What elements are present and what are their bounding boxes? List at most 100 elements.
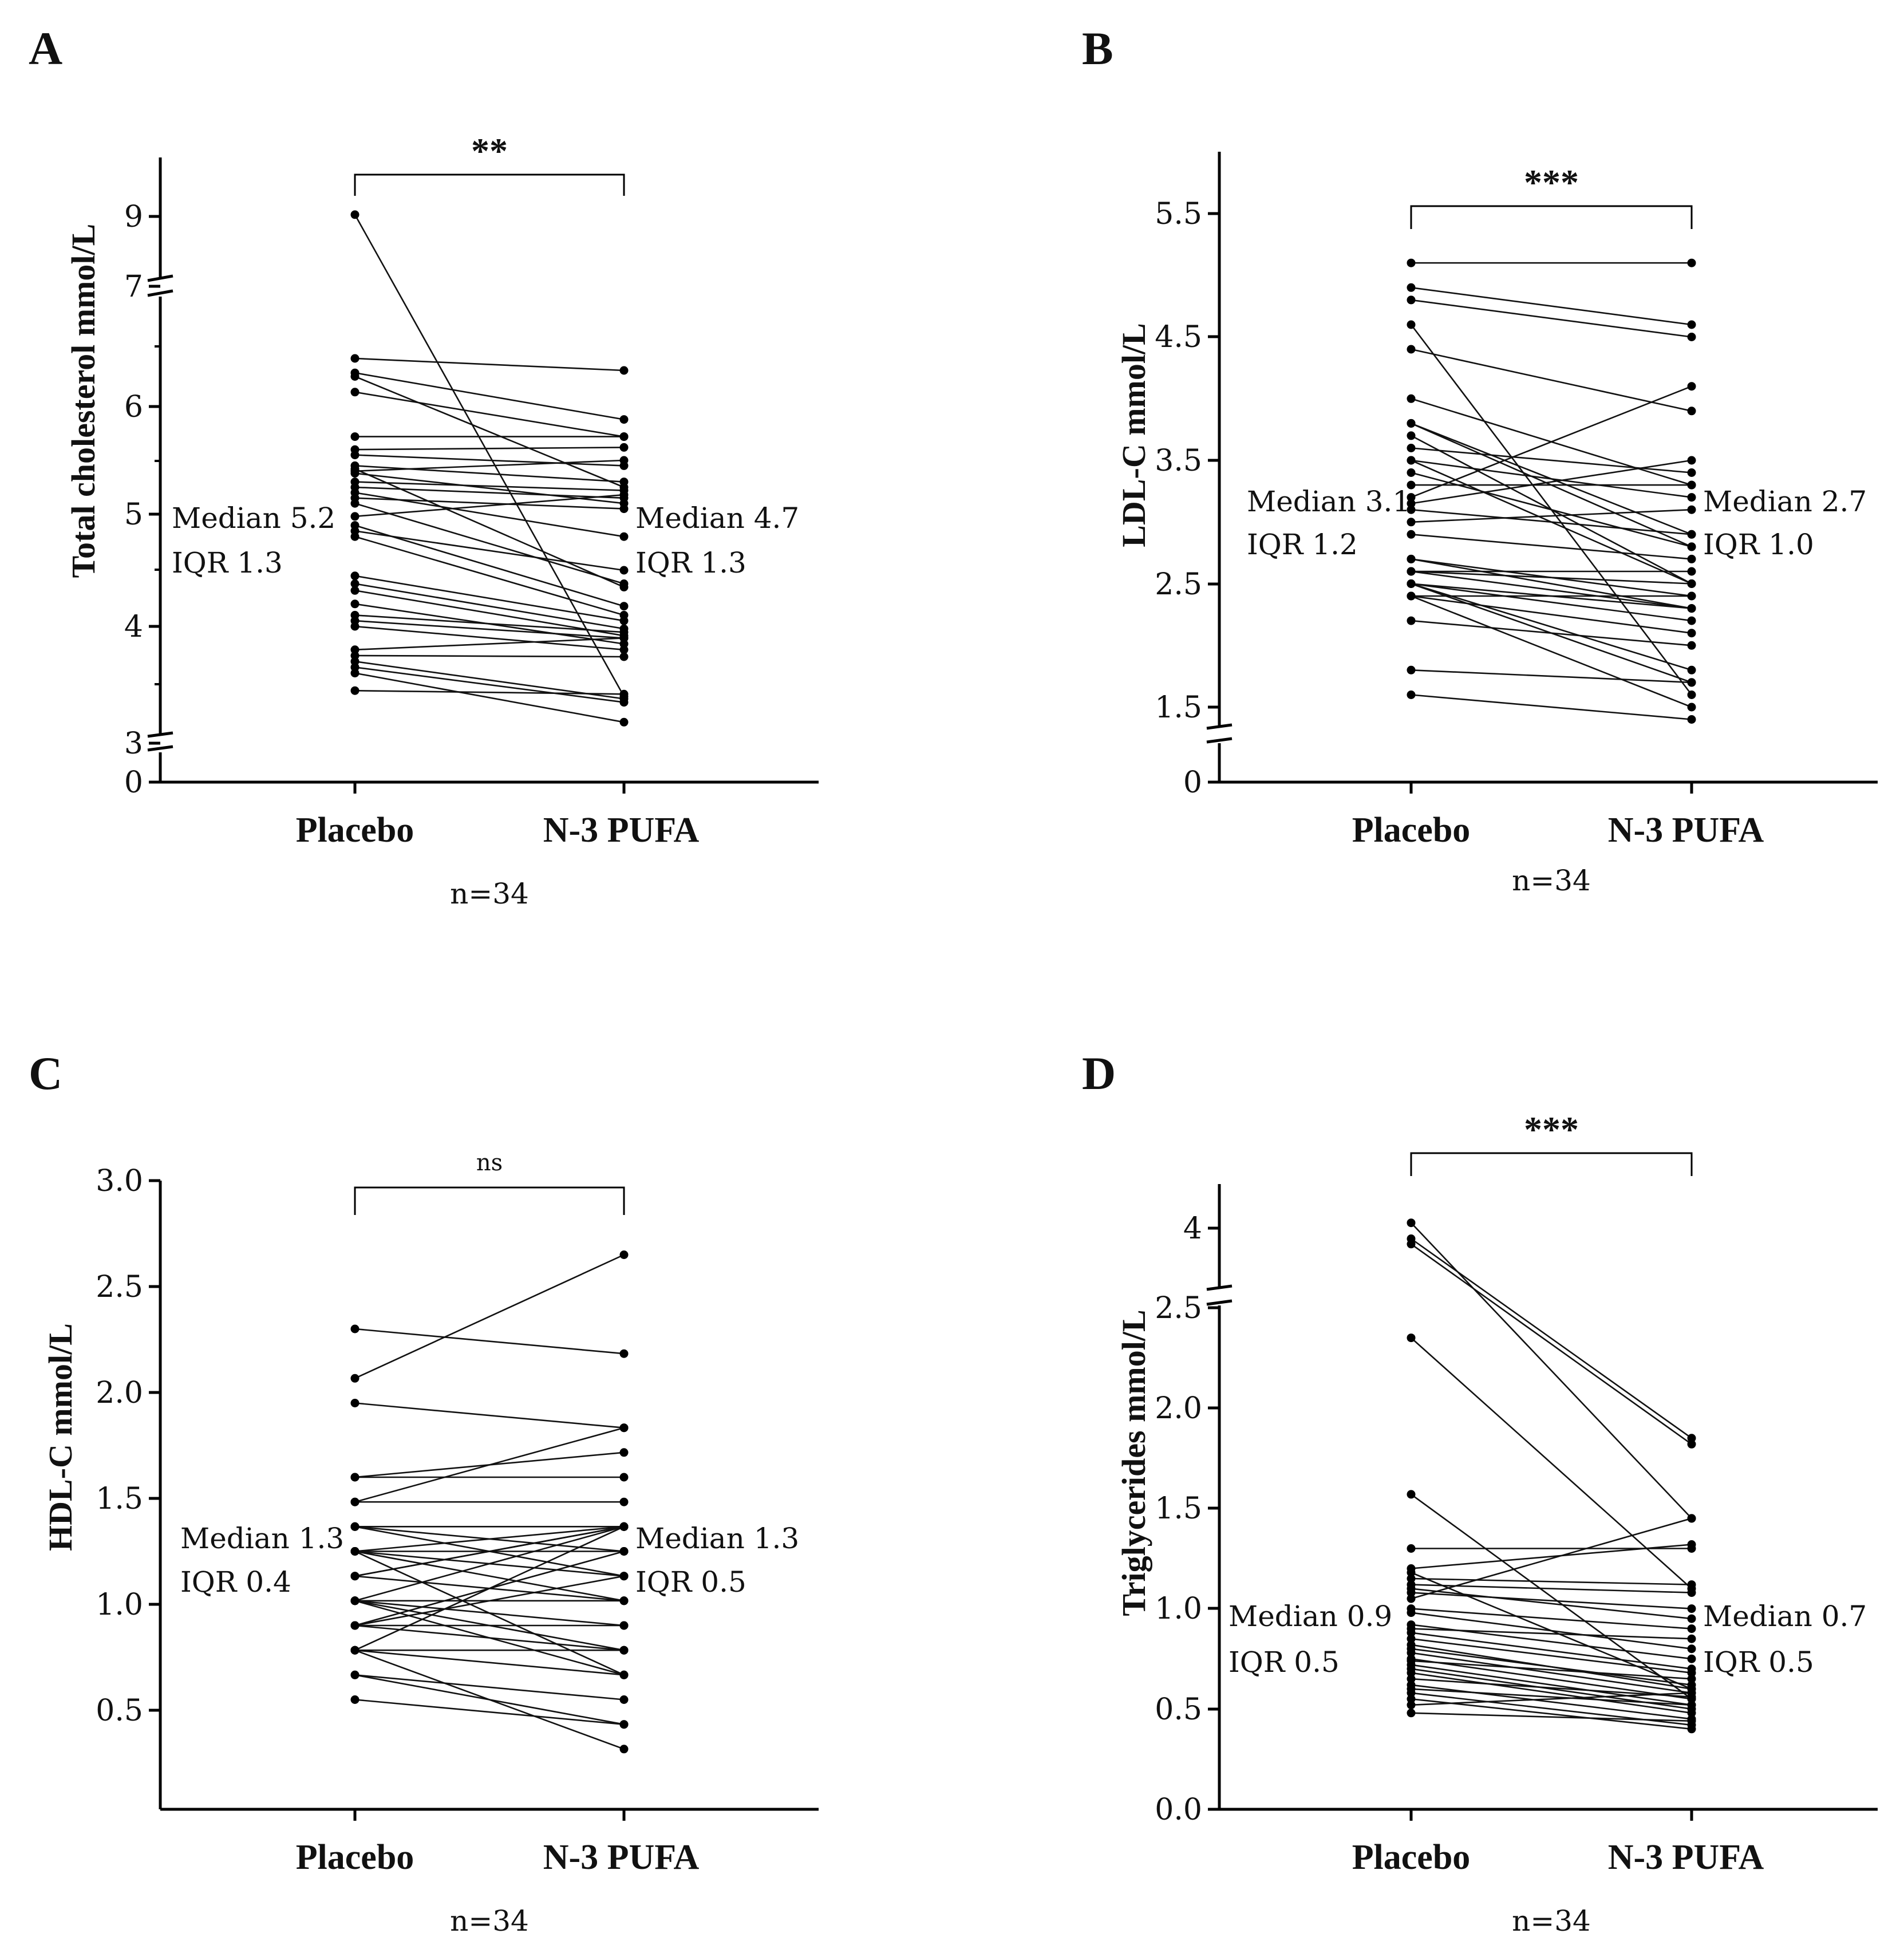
panel-a: A Total cholesterol mmol/L 0 3 [29,22,819,910]
paired-line [1411,1632,1692,1670]
pufa-point [1687,530,1696,539]
sample-size-label: n=34 [450,877,529,910]
y-tick-label: 1.5 [96,1482,143,1516]
pufa-point [619,698,629,707]
placebo-point [1407,1240,1416,1249]
placebo-point [1407,468,1416,477]
paired-line [354,614,625,633]
paired-line [354,459,625,472]
pufa-point [1687,456,1696,465]
placebo-point [1407,444,1416,452]
pufa-point [1687,715,1696,724]
placebo-point [350,669,360,678]
y-tick-label: 7 [124,270,143,304]
placebo-point [1407,691,1416,699]
paired-line [1411,508,1692,535]
pufa-point [619,1497,629,1506]
paired-line [1411,1584,1692,1593]
paired-line [354,214,625,697]
pufa-point [619,616,629,625]
placebo-point [350,354,360,363]
significance-bracket: *** [1410,162,1693,229]
placebo-point [350,372,360,381]
annotation-iqr-right: IQR 1.3 [635,546,746,579]
y-ticks: 0.0 0.5 1.0 1.5 2.0 2.5 4 [1155,1212,1219,1827]
placebo-point [350,1670,360,1679]
y-tick-label: 2.0 [1155,1391,1202,1426]
paired-line [1411,595,1692,634]
pufa-point [1687,1514,1696,1523]
paired-line [1411,1712,1692,1722]
y-axis [1206,1184,1233,1809]
paired-line [1411,1238,1692,1439]
paired-line [1411,1648,1692,1686]
paired-line [1411,459,1692,504]
pufa-point [619,532,629,541]
y-tick-label: 5.5 [1155,197,1202,231]
pufa-point [1687,1614,1696,1623]
pufa-point [619,1572,629,1581]
paired-line [1411,459,1692,498]
pufa-point [1687,554,1696,563]
paired-line [354,637,625,651]
y-axis [147,157,173,781]
pufa-point [1687,542,1696,551]
placebo-point [350,388,360,397]
placebo-point [1407,1490,1416,1499]
pufa-point [1687,320,1696,329]
placebo-point [350,1596,360,1605]
paired-line [354,486,625,499]
placebo-point [1407,394,1416,403]
paired-line [354,1600,625,1651]
pufa-point [1687,591,1696,601]
paired-line [354,590,625,637]
pufa-point [619,1473,629,1482]
paired-line [1411,1672,1692,1714]
pufa-point [619,633,629,642]
paired-line [1411,1608,1692,1630]
paired-line [354,454,625,467]
paired-line [354,494,625,518]
y-axis-title: Triglycerides mmol/L [1115,1309,1152,1616]
y-tick-label: 3.5 [1155,444,1202,478]
pufa-point [1687,1604,1696,1613]
placebo-point [350,599,360,609]
paired-line [354,502,625,585]
paired-line [354,620,625,639]
pufa-point [619,602,629,611]
placebo-point [1407,1594,1416,1603]
significance-bracket: *** [1410,1109,1693,1176]
paired-data [1407,258,1696,724]
paired-line [1411,583,1692,684]
y-tick-label: 0.5 [96,1694,143,1728]
pufa-point [1687,604,1696,613]
paired-line [1411,570,1692,585]
pufa-point [619,490,629,499]
paired-line [1411,583,1692,622]
pufa-point [1687,629,1696,638]
placebo-point [350,432,360,441]
y-tick-label: 1.5 [1155,1492,1202,1526]
annotation-median-right: Median 0.7 [1703,1600,1867,1633]
y-tick-label: 2.5 [1155,1291,1202,1325]
pufa-point [1687,1634,1696,1643]
placebo-point [1407,258,1416,267]
pufa-point [1687,505,1696,514]
pufa-point [1687,258,1696,267]
paired-data [350,1250,629,1754]
placebo-point [1407,1656,1416,1666]
pufa-point [1687,1717,1696,1726]
pufa-point [1687,1654,1696,1663]
annotation-median-left: Median 1.3 [180,1522,344,1555]
placebo-point [350,1497,360,1506]
placebo-point [350,469,360,478]
panel-label: C [29,1047,62,1099]
annotation-median-right: Median 1.3 [635,1522,799,1555]
paired-data [350,210,629,727]
paired-line [354,391,625,437]
paired-line [354,660,625,700]
x-ticks: Placebo N-3 PUFA [296,1809,700,1877]
paired-line [1411,1628,1692,1640]
placebo-point [1407,431,1416,440]
